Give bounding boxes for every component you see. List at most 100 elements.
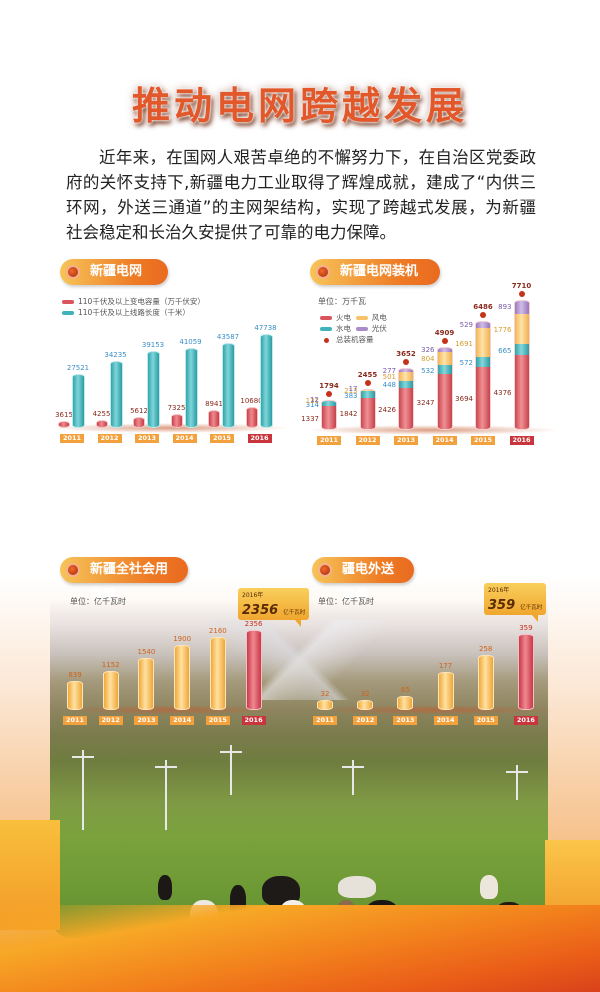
segment-wind [437,351,452,366]
total-label: 1794 [319,381,339,390]
bar [170,413,183,428]
bar [517,633,534,710]
chart-baseline [55,705,285,715]
bar [245,629,262,710]
legend-label: 110千伏及以上线路长度（千米） [78,308,190,317]
value-label: 4255 [92,409,111,418]
value-label: 314 [305,400,319,409]
segment-wind [360,389,375,392]
chart-export: 32 2011 32 2012 65 2013 177 2014 258 2015 359 2016 [305,610,560,728]
value-label: 3694 [455,394,473,403]
segment-thermal [399,388,413,429]
segment-thermal [360,397,375,429]
bar [209,636,226,710]
year-tag: 2016 [247,434,272,443]
unit-label: 单位：万千瓦 [318,297,366,306]
swatch-red-icon [62,300,74,304]
bar [397,696,414,710]
value-label: 529 [459,321,473,329]
yak-icon [338,876,376,898]
bar [357,700,374,710]
legend-item-substation: 110千伏及以上变电容量（万千伏安） [62,296,205,307]
unit-label: 单位：亿千瓦时 [70,597,126,606]
value-label: 5612 [130,407,148,415]
value-label: 1152 [101,660,120,669]
year-tag: 2013 [394,436,418,445]
legend-label: 110千伏及以上变电容量（万千伏安） [78,297,205,306]
section-pill-consumption: 新疆全社会用电量 [60,557,188,603]
callout-2016: 2016年 2356 亿千瓦时 [238,588,310,627]
year-tag: 2015 [471,436,495,445]
segment-thermal [476,366,490,429]
power-tower-icon [155,760,177,830]
bar [95,419,108,428]
value-label: 39153 [141,341,165,350]
value-label: 213 [344,386,358,395]
callout-unit: 亿千瓦时 [283,610,306,616]
segment-hydro [322,401,336,407]
value-label: 65 [400,686,410,695]
chart-baseline [305,705,560,715]
section-pill-grid-scale: 新疆电网规模 [60,259,168,305]
total-label: 6486 [473,302,493,311]
value-label: 1691 [455,339,473,348]
value-label: 8941 [205,400,223,409]
segment-hydro [476,357,490,367]
year-tag: 2016 [241,716,266,725]
year-tag: 2014 [432,436,457,445]
bar [138,657,155,710]
year-tag: 2011 [60,434,84,443]
callout-value: 359 [488,598,516,613]
year-tag: 2011 [317,436,341,445]
value-label: 41059 [179,337,202,346]
chart-grid-scale: 3615 27521 2011 4255 34235 2012 5612 39153 2013 7… [50,320,290,443]
landscape-photo [50,600,548,938]
segment-thermal [514,355,529,429]
segment-hydro [437,365,452,375]
total-marker-icon [364,379,371,386]
callout-year: 2016年 [242,592,264,599]
value-label: 47738 [254,324,277,333]
swatch-wind-icon [355,316,368,320]
value-label: 17 [348,384,358,393]
yak-icon [158,875,172,900]
segment-solar [514,300,529,314]
year-tag: 2012 [98,716,123,725]
value-label: 277 [382,366,396,375]
legend-label: 光伏 [371,324,387,333]
value-label: 1540 [137,647,156,656]
value-label: 27521 [66,364,90,373]
section-pill-export: 疆电外送电量 [312,557,414,603]
value-label: 501 [382,373,396,382]
swatch-teal-icon [62,311,74,315]
bar [102,670,119,710]
bar [477,655,494,710]
year-tag: 2016 [513,716,538,725]
bar [109,360,123,428]
total-marker-icon [326,390,332,397]
value-label: 532 [421,366,435,375]
year-tag: 2011 [63,716,87,725]
callout-unit: 亿千瓦时 [520,605,543,611]
chart-baseline [50,423,290,433]
swatch-hydro-icon [320,327,332,331]
bar [317,700,333,710]
value-label: 1842 [339,410,358,419]
yak-icon [480,875,498,899]
segment-solar [437,348,452,352]
segment-wind [514,313,529,344]
value-label: 32 [360,690,370,698]
year-tag: 2012 [355,436,380,445]
bar [67,681,83,710]
bullet-dot-icon [66,265,80,279]
bullet-dot-icon [66,563,80,577]
total-marker-icon [403,359,409,366]
value-label: 10680 [240,397,263,406]
value-label: 258 [479,645,493,654]
year-tag: 2015 [210,434,234,443]
bar [58,420,70,428]
value-label: 665 [498,346,512,355]
bar [208,410,220,428]
callout-value: 2356 [242,603,279,618]
segment-solar [476,321,490,329]
